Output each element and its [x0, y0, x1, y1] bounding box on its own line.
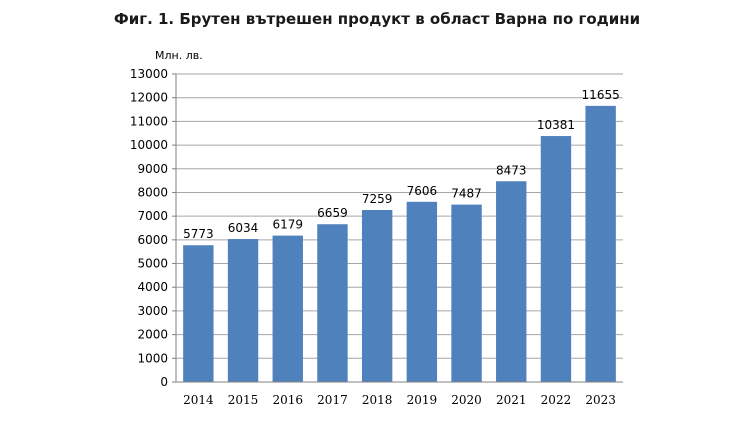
y-tick-label: 6000: [137, 233, 168, 247]
y-tick-label: 0: [160, 375, 168, 389]
y-axis-ticks: 0 1000 2000 3000 4000 5000 6000 7000 8000 9000 100…: [130, 67, 176, 389]
bar: [183, 245, 214, 382]
data-label: 8473: [496, 163, 527, 177]
x-tick-label: 2016: [272, 393, 303, 407]
data-labels: 5773 6034 6179 6659 7259 7606 7487 8473 10381 116…: [183, 88, 620, 241]
bar: [406, 201, 438, 382]
x-tick-label: 2019: [407, 393, 438, 407]
x-tick-label: 2017: [317, 393, 348, 407]
data-label: 11655: [582, 88, 620, 102]
bar: [317, 224, 348, 382]
data-label: 7487: [451, 187, 482, 201]
y-tick-label: 13000: [130, 67, 168, 81]
x-tick-label: 2015: [228, 393, 259, 407]
bar: [540, 136, 572, 382]
x-tick-label: 2022: [541, 393, 572, 407]
data-label: 7606: [407, 184, 438, 198]
x-tick-label: 2020: [451, 393, 482, 407]
bar: [451, 204, 482, 382]
bar: [272, 235, 303, 382]
bar: [361, 210, 393, 382]
data-label: 10381: [537, 118, 575, 132]
y-tick-label: 7000: [137, 209, 168, 223]
y-tick-label: 12000: [130, 91, 168, 105]
y-axis-unit-label: Млн. лв.: [155, 49, 203, 62]
data-label: 5773: [183, 227, 214, 241]
y-tick-label: 4000: [137, 280, 168, 294]
y-tick-label: 3000: [137, 304, 168, 318]
y-tick-label: 5000: [137, 257, 168, 271]
x-tick-label: 2018: [362, 393, 393, 407]
y-tick-label: 9000: [137, 162, 168, 176]
bar: [227, 239, 259, 382]
chart-title: Фиг. 1. Брутен вътрешен продукт в област…: [113, 10, 641, 28]
y-tick-label: 2000: [137, 328, 168, 342]
bar: [496, 181, 527, 382]
data-label: 6179: [272, 218, 303, 232]
x-axis-ticks: 2014 2015 2016 2017 2018 2019 2020 2021 2022 2023: [183, 393, 616, 407]
y-tick-label: 10000: [130, 138, 168, 152]
x-tick-label: 2021: [496, 393, 527, 407]
y-tick-label: 8000: [137, 185, 168, 199]
x-tick-label: 2023: [585, 393, 616, 407]
data-label: 7259: [362, 192, 393, 206]
data-label: 6034: [228, 221, 259, 235]
x-tick-label: 2014: [183, 393, 214, 407]
y-tick-label: 1000: [137, 351, 168, 365]
axes: [175, 74, 623, 383]
data-label: 6659: [317, 206, 348, 220]
y-tick-label: 11000: [130, 114, 168, 128]
bar: [585, 105, 616, 383]
bars: [183, 105, 616, 383]
